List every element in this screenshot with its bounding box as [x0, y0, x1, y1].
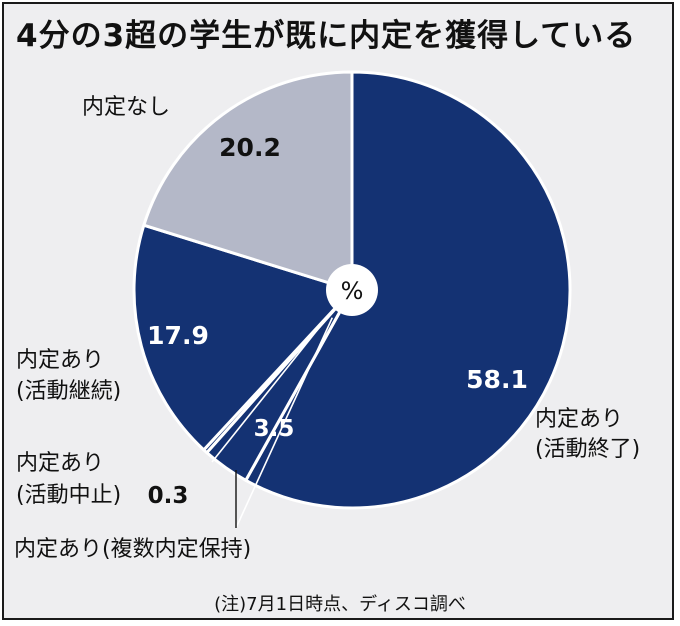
leader-line-stopped: [211, 314, 330, 463]
value-label-multiple: 3.5: [254, 416, 295, 442]
category-label-continuing: 内定あり(活動継続): [16, 348, 121, 404]
pie-slice-none: [142, 70, 354, 292]
pie-slice-continuing: [132, 223, 354, 452]
category-label-stopped: 内定あり(活動中止): [16, 451, 121, 508]
value-label-none: 20.2: [219, 133, 281, 162]
leader-lines: [211, 314, 334, 529]
category-label-none: 内定なし: [82, 95, 170, 120]
value-label-ended: 58.1: [466, 365, 528, 394]
source-note: (注)7月1日時点、ディスコ調べ: [214, 594, 466, 615]
center-circle: [326, 264, 378, 316]
leader-line-multiple: [235, 317, 334, 529]
value-label-stopped: 0.3: [148, 483, 189, 509]
center-unit-label: %: [341, 277, 364, 305]
category-label-multiple: 内定あり(複数内定保持): [14, 537, 251, 562]
pie-slices: [132, 70, 572, 510]
category-label-ended: 内定あり(活動終了): [535, 407, 640, 462]
pie-slice-ended: [244, 70, 572, 510]
chart-title: 4分の3超の学生が既に内定を獲得している: [16, 18, 637, 54]
value-label-continuing: 17.9: [147, 321, 209, 350]
